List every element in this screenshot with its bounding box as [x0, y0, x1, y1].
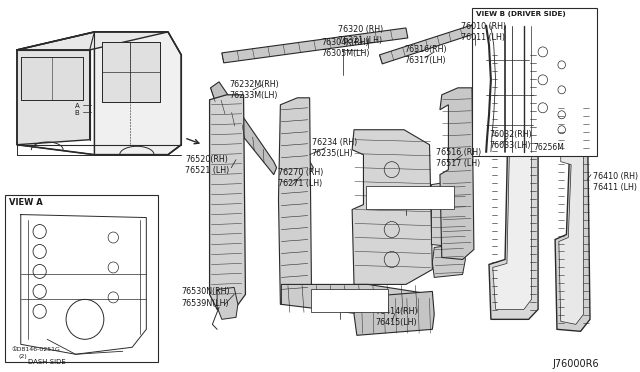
Polygon shape — [433, 244, 465, 278]
Polygon shape — [95, 32, 181, 155]
Polygon shape — [493, 52, 531, 310]
Text: 76290  (RH)
76290+A(LH): 76290 (RH) 76290+A(LH) — [368, 189, 422, 209]
Polygon shape — [209, 95, 246, 310]
FancyBboxPatch shape — [4, 195, 157, 362]
Polygon shape — [489, 42, 538, 319]
Text: 76270 (RH)
76271 (LH): 76270 (RH) 76271 (LH) — [278, 168, 324, 188]
Polygon shape — [380, 25, 474, 64]
Text: 76414(RH)
76415(LH): 76414(RH) 76415(LH) — [376, 307, 419, 327]
Text: 76290  (RH)
76290+A(LH): 76290 (RH) 76290+A(LH) — [367, 187, 421, 208]
Polygon shape — [354, 291, 435, 335]
Text: 76226(RH)
76227(LH): 76226(RH) 76227(LH) — [314, 291, 356, 311]
Polygon shape — [211, 82, 276, 174]
Text: 76516 (RH)
76517 (LH): 76516 (RH) 76517 (LH) — [436, 148, 481, 168]
Text: A: A — [74, 103, 79, 109]
Text: 76316(RH)
76317(LH): 76316(RH) 76317(LH) — [404, 45, 447, 65]
Text: 76410 (RH)
76411 (LH): 76410 (RH) 76411 (LH) — [593, 171, 638, 192]
Text: 76520(RH)
76521 (LH): 76520(RH) 76521 (LH) — [185, 155, 229, 175]
Text: ①D8146-0251G: ①D8146-0251G — [12, 347, 60, 352]
Text: J76000R6: J76000R6 — [553, 359, 600, 369]
Text: 76256M: 76256M — [533, 143, 564, 152]
Polygon shape — [17, 50, 90, 145]
Polygon shape — [282, 285, 433, 314]
Polygon shape — [548, 52, 590, 140]
Polygon shape — [102, 42, 161, 102]
Polygon shape — [20, 57, 83, 100]
Polygon shape — [278, 98, 312, 304]
Polygon shape — [217, 288, 238, 319]
Polygon shape — [440, 88, 474, 259]
Text: (2): (2) — [19, 354, 28, 359]
Polygon shape — [222, 28, 408, 63]
Polygon shape — [352, 130, 433, 285]
Text: DASH SIDE: DASH SIDE — [28, 359, 66, 365]
Text: 76530N(RH)
76539N(LH): 76530N(RH) 76539N(LH) — [181, 288, 230, 308]
Text: 76232M(RH)
76233M(LH): 76232M(RH) 76233M(LH) — [229, 80, 279, 100]
Text: VIEW B (DRIVER SIDE): VIEW B (DRIVER SIDE) — [476, 11, 566, 17]
Polygon shape — [17, 32, 168, 50]
Text: 76320 (RH)
76321 (LH): 76320 (RH) 76321 (LH) — [338, 25, 383, 45]
Polygon shape — [292, 145, 314, 174]
Polygon shape — [20, 215, 147, 354]
Text: 76234 (RH)
76235(LH): 76234 (RH) 76235(LH) — [312, 138, 356, 158]
Text: VIEW A: VIEW A — [10, 198, 43, 206]
Polygon shape — [431, 180, 467, 247]
FancyBboxPatch shape — [311, 289, 388, 312]
Text: 76304K(RH)
76305M(LH): 76304K(RH) 76305M(LH) — [321, 38, 369, 58]
Text: 76032(RH)
76033(LH): 76032(RH) 76033(LH) — [489, 130, 532, 150]
Text: 76010 (RH)
76011 (LH): 76010 (RH) 76011 (LH) — [461, 22, 506, 42]
Text: B: B — [74, 110, 79, 116]
Polygon shape — [555, 98, 590, 331]
Polygon shape — [559, 106, 584, 324]
FancyBboxPatch shape — [366, 186, 454, 209]
FancyBboxPatch shape — [472, 8, 596, 155]
